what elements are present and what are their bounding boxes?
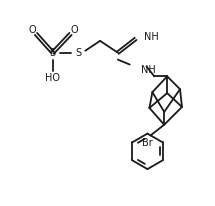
Text: O: O	[71, 25, 78, 35]
Text: HO: HO	[45, 73, 60, 83]
Text: NH: NH	[141, 66, 155, 75]
Text: NH: NH	[143, 32, 158, 42]
Text: Br: Br	[142, 138, 153, 149]
Text: S: S	[75, 48, 81, 58]
Text: O: O	[28, 25, 36, 35]
Text: S: S	[50, 48, 56, 58]
